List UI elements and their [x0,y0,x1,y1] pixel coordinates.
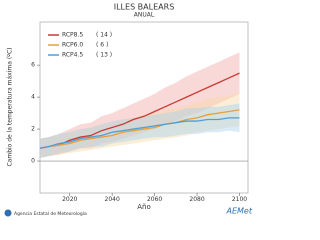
uncertainty-band [40,92,240,158]
uncertainty-band [40,52,240,158]
chart-subtitle: ANUAL [134,12,155,19]
footer: Agencia Estatal de Meteorología [14,210,87,217]
uncertainty-band [40,103,240,158]
logo: AEMet [226,207,253,216]
series-line [39,117,240,149]
y-tick-label: 2 [31,126,35,133]
logo-icon [4,209,12,217]
legend-label: RCP4.5 [62,52,83,59]
y-axis-title: Cambio de la temperatura máxima (ºC) [7,47,14,166]
x-tick-label: 2060 [147,196,162,203]
chart: ILLES BALEARS ANUAL Año Cambio de la tem… [4,3,253,217]
x-tick-label: 2040 [105,196,120,203]
legend-label: RCP6.0 [62,42,83,49]
legend-label: RCP8.5 [62,32,83,39]
x-tick-label: 2100 [232,196,247,203]
plot-area: 0 2 4 6 2020 2040 2060 2080 2100 RCP8.5 ( 14 ) RCP6… [31,21,249,203]
legend-count: ( 6 ) [96,42,108,49]
series-line [39,109,240,149]
plot-frame [39,21,249,194]
chart-title: ILLES BALEARS [114,3,175,12]
y-tick-label: 0 [31,158,35,165]
series-line [39,72,240,149]
legend-count: ( 14 ) [96,32,112,39]
y-tick-label: 6 [31,62,35,69]
y-tick-label: 4 [31,94,35,101]
legend-count: ( 13 ) [96,52,112,59]
x-tick-label: 2080 [189,196,204,203]
x-axis-title: Año [137,203,151,211]
x-tick-label: 2020 [62,196,77,203]
